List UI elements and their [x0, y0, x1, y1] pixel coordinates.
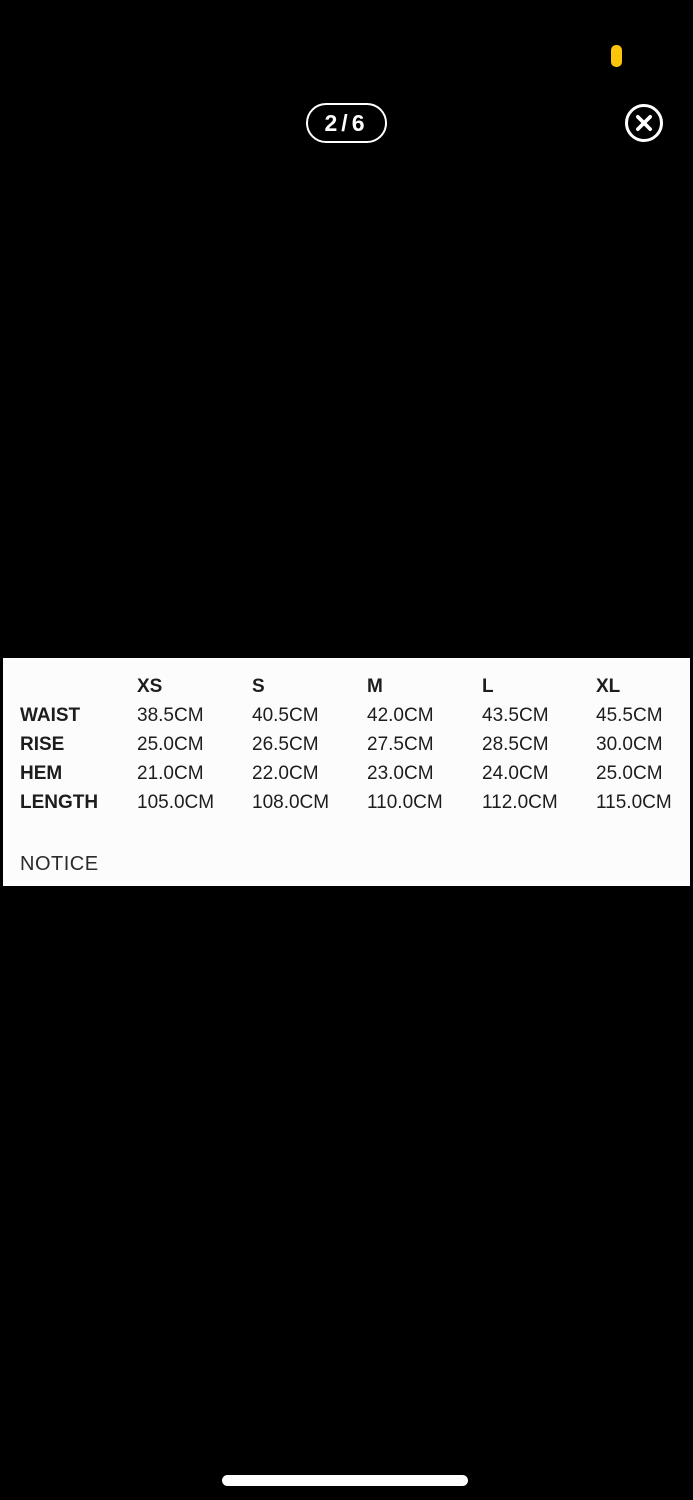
measurement-value: 42.0CM [367, 705, 434, 726]
size-column-header: M [367, 676, 383, 697]
measurement-value: 26.5CM [252, 734, 319, 755]
measurement-value: 40.5CM [252, 705, 319, 726]
measurement-value: 45.5CM [596, 705, 663, 726]
measurement-value: 110.0CM [367, 792, 443, 813]
size-table-corner [20, 672, 137, 701]
page-indicator: 2/6 [305, 103, 388, 143]
size-table: XS S M L XL WAIST 38.5CM 40.5CM 42.0CM 4… [20, 672, 684, 817]
measurement-value: 27.5CM [367, 734, 434, 755]
measurement-value: 105.0CM [137, 792, 215, 813]
size-column-header: XS [137, 676, 163, 697]
measurement-value: 21.0CM [137, 763, 204, 784]
measurement-value: 28.5CM [482, 734, 549, 755]
measurement-value: 25.0CM [137, 734, 204, 755]
notice-label: NOTICE [20, 853, 99, 875]
measurement-value: 23.0CM [367, 763, 434, 784]
measurement-value: 24.0CM [482, 763, 549, 784]
measurement-value: 112.0CM [482, 792, 558, 813]
row-label-hem: HEM [20, 763, 63, 784]
measurement-value: 22.0CM [252, 763, 319, 784]
battery-icon [611, 45, 622, 67]
measurement-value: 43.5CM [482, 705, 549, 726]
row-label-length: LENGTH [20, 792, 99, 813]
measurement-value: 25.0CM [596, 763, 663, 784]
size-column-header: XL [596, 676, 621, 697]
measurement-value: 38.5CM [137, 705, 204, 726]
measurement-value: 108.0CM [252, 792, 330, 813]
close-button[interactable] [624, 103, 664, 143]
close-icon [624, 103, 664, 143]
home-indicator[interactable] [222, 1475, 468, 1486]
measurement-value: 30.0CM [596, 734, 663, 755]
size-column-header: L [482, 676, 494, 697]
row-label-waist: WAIST [20, 705, 81, 726]
row-label-rise: RISE [20, 734, 65, 755]
size-column-header: S [252, 676, 265, 697]
size-chart-image[interactable]: XS S M L XL WAIST 38.5CM 40.5CM 42.0CM 4… [3, 658, 690, 886]
measurement-value: 115.0CM [596, 792, 672, 813]
